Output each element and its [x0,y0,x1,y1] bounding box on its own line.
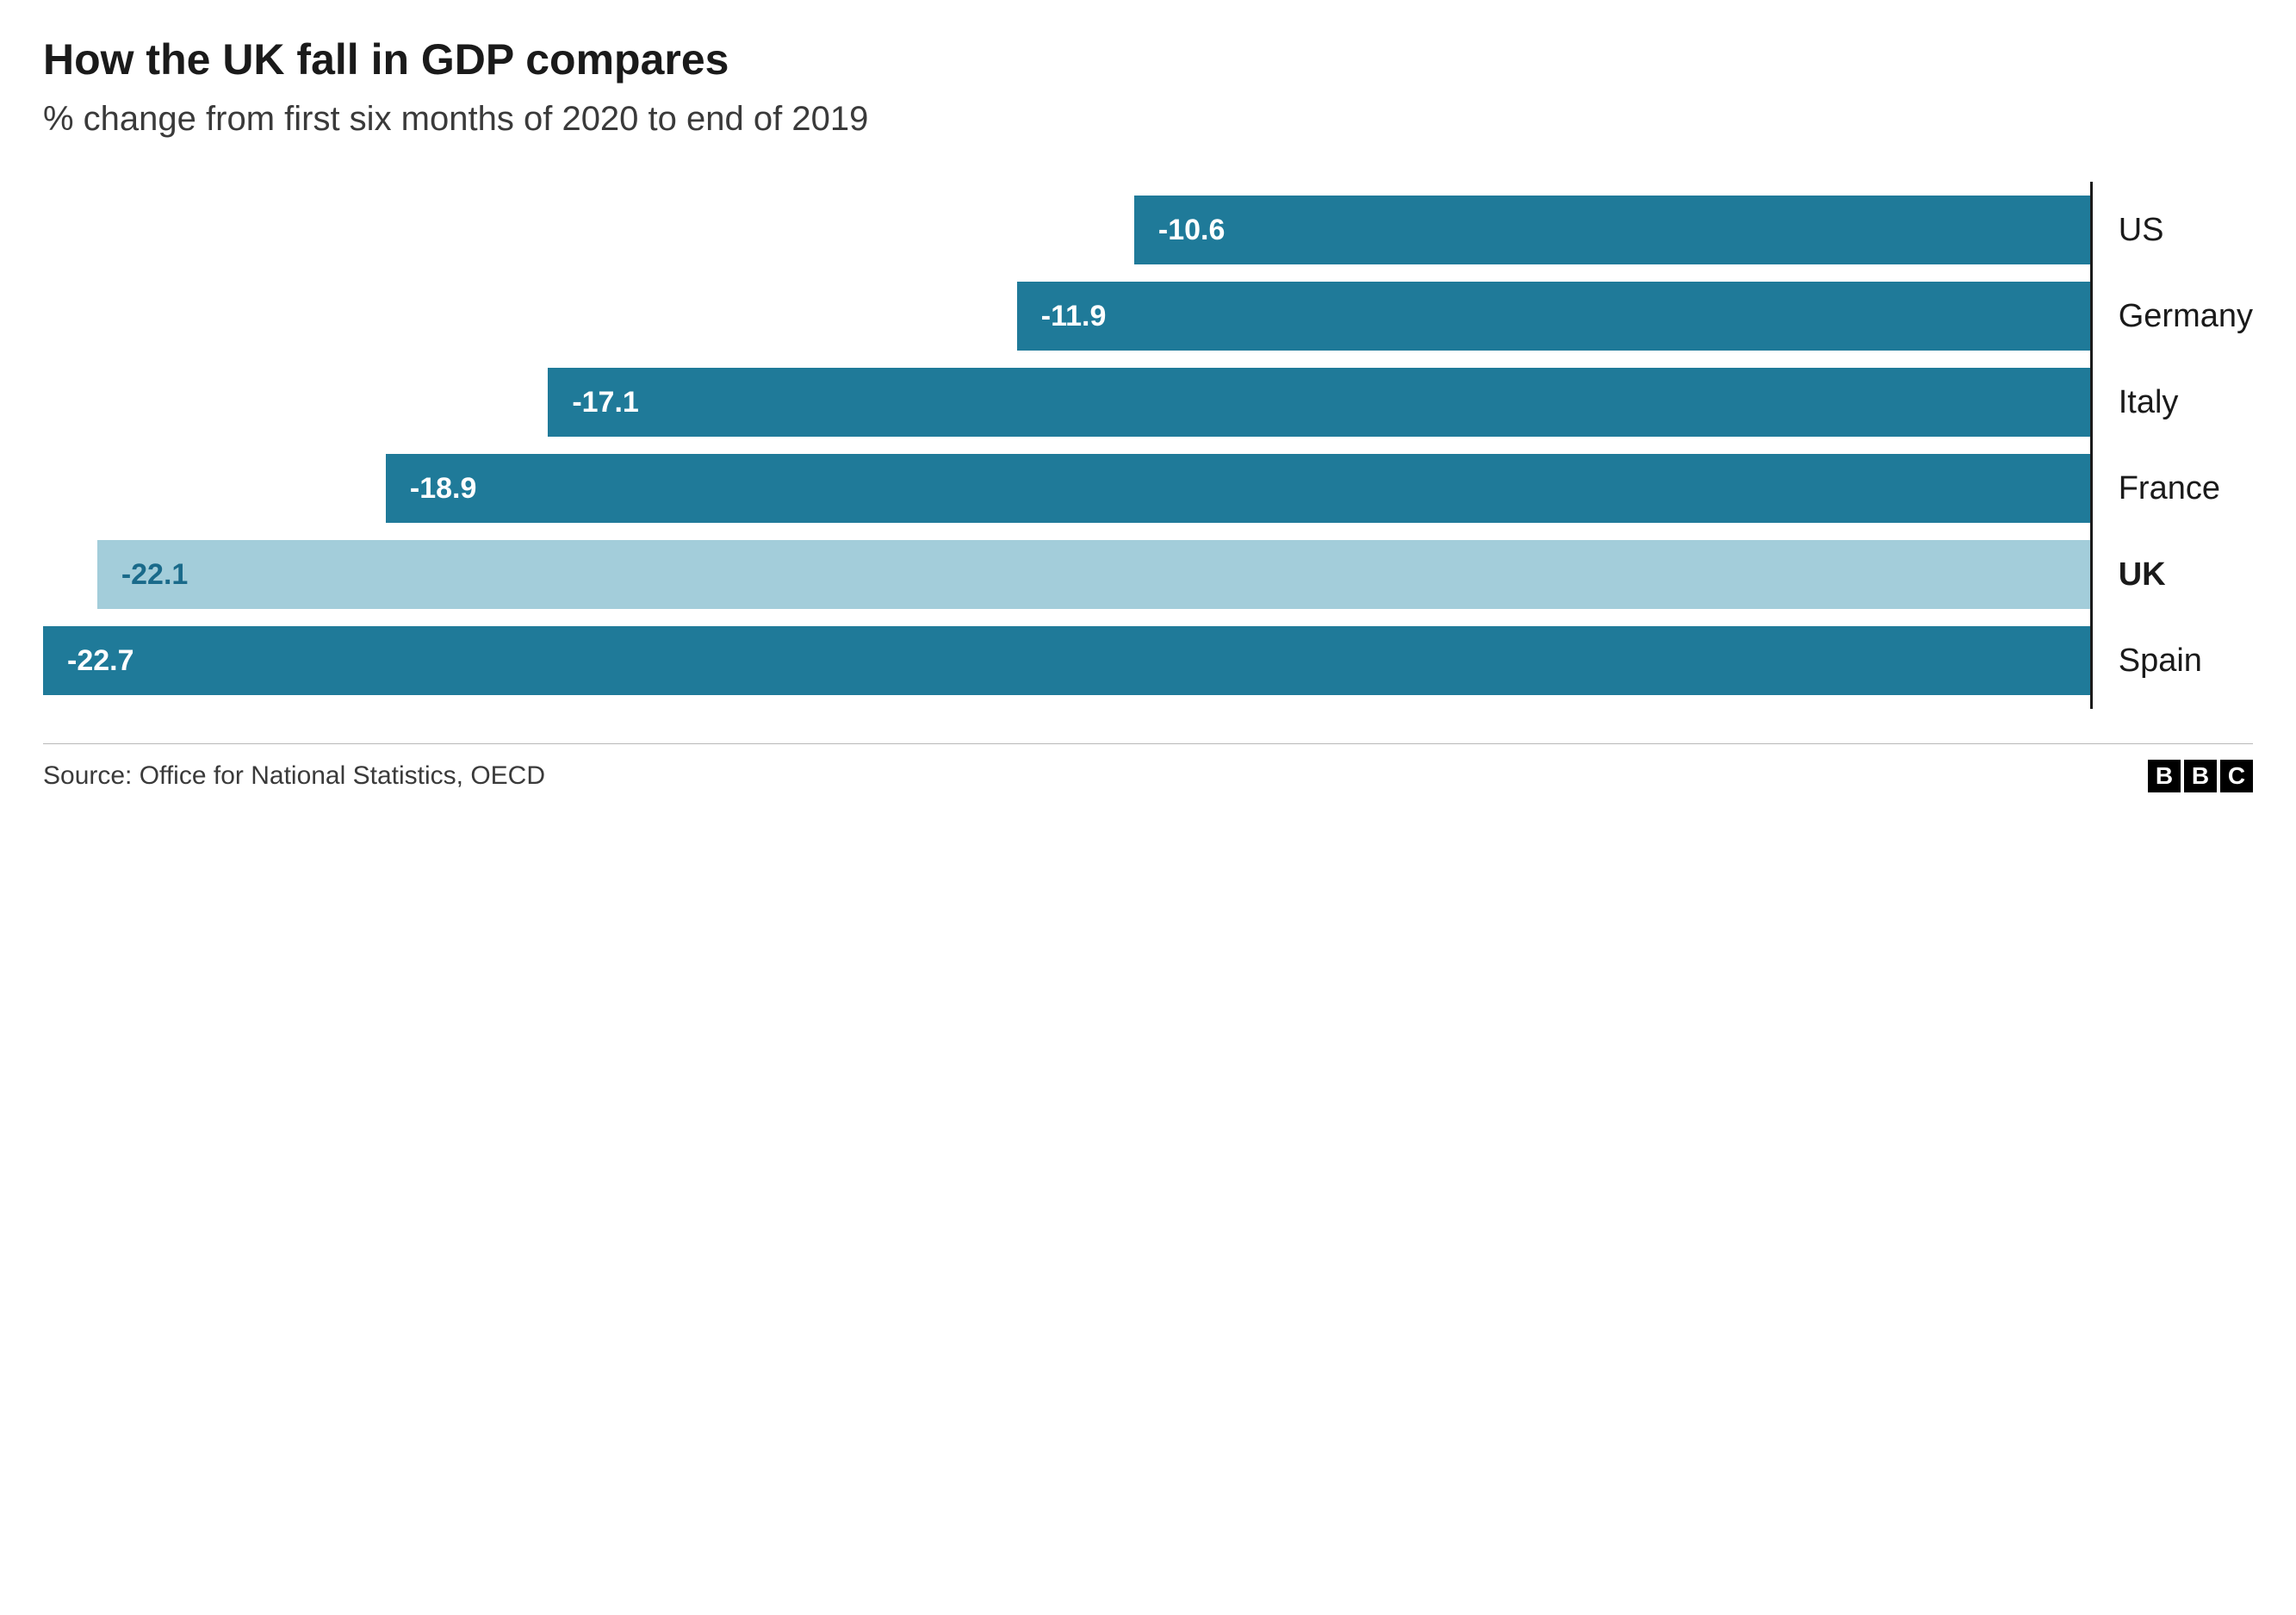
category-label: UK [2093,531,2253,618]
bbc-logo-letter: B [2184,760,2217,792]
bar-row: -10.6 [43,187,2090,273]
bar: -10.6 [1134,196,2090,264]
bbc-logo-letter: C [2220,760,2253,792]
bar: -22.7 [43,626,2090,695]
bar: -18.9 [386,454,2090,523]
chart-title: How the UK fall in GDP compares [43,34,2253,84]
chart-subtitle: % change from first six months of 2020 t… [43,100,2253,139]
chart-footer: Source: Office for National Statistics, … [43,743,2253,792]
bar-row: -22.7 [43,618,2090,704]
bar-row: -18.9 [43,445,2090,531]
bar-row: -22.1 [43,531,2090,618]
category-label: France [2093,445,2253,531]
category-label: US [2093,187,2253,273]
source-text: Source: Office for National Statistics, … [43,761,545,791]
bar-row: -17.1 [43,359,2090,445]
bar: -11.9 [1017,282,2090,351]
category-label: Spain [2093,618,2253,704]
bar-value: -22.7 [67,644,134,678]
category-label: Germany [2093,273,2253,359]
plot-area: -10.6 -11.9 -17.1 -18.9 -22.1 -22.7 USGermany… [43,182,2253,709]
category-label: Italy [2093,359,2253,445]
bbc-logo-letter: B [2148,760,2181,792]
gdp-chart: How the UK fall in GDP compares % change… [43,34,2253,792]
bar-value: -10.6 [1158,214,1226,247]
bar-value: -18.9 [410,472,477,506]
bar-value: -17.1 [572,386,639,419]
bbc-logo: BBC [2148,760,2253,792]
bar: -22.1 [97,540,2090,609]
bars-column: -10.6 -11.9 -17.1 -18.9 -22.1 -22.7 [43,182,2093,709]
labels-column: USGermanyItalyFranceUKSpain [2093,182,2253,709]
bar: -17.1 [548,368,2089,437]
bar-value: -22.1 [121,558,189,592]
bar-row: -11.9 [43,273,2090,359]
bar-value: -11.9 [1041,300,1107,333]
